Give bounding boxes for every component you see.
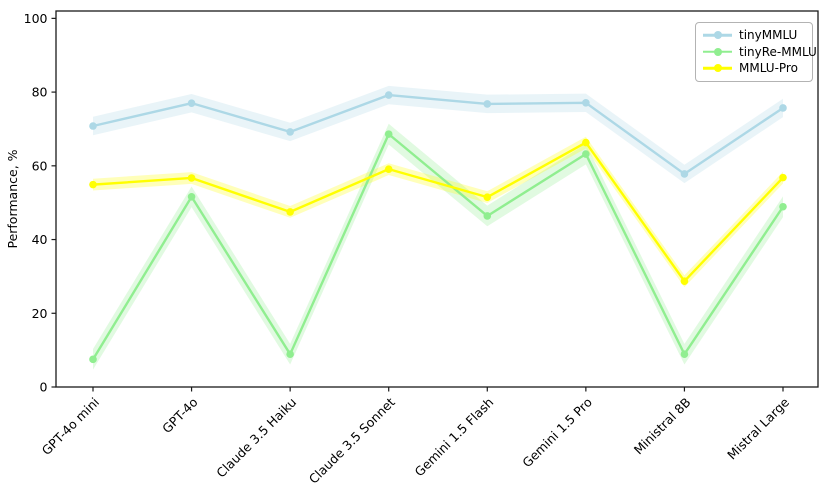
- x-tick-label: Mistral Large: [724, 394, 792, 462]
- legend-label: tinyMMLU: [739, 28, 798, 43]
- x-tick-label: Gemini 1.5 Flash: [412, 395, 497, 480]
- data-point-marker: [582, 138, 590, 147]
- y-tick-label: 20: [32, 306, 48, 321]
- legend-line-marker-icon: [703, 29, 732, 41]
- x-tick-label: Ministral 8B: [631, 395, 694, 458]
- data-point-marker: [680, 350, 689, 358]
- series-line: [91, 141, 785, 283]
- data-point-marker: [187, 174, 196, 182]
- series-lines: [89, 91, 787, 364]
- y-tick-label: 60: [32, 158, 48, 173]
- data-point-marker: [286, 208, 294, 216]
- data-point-marker: [680, 277, 689, 286]
- plot-frame: [55, 10, 819, 388]
- data-point-marker: [483, 212, 492, 220]
- data-point-marker: [187, 99, 196, 107]
- x-tick-label: Claude 3.5 Haiku: [213, 395, 299, 481]
- series-band: [93, 85, 783, 184]
- data-point-marker: [384, 130, 393, 138]
- data-point-marker: [384, 91, 393, 99]
- data-point-marker: [89, 122, 97, 130]
- y-axis-ticks: 0 20 40 60 80 100: [24, 11, 56, 395]
- y-tick-label: 0: [40, 380, 48, 395]
- data-point-marker: [187, 192, 196, 201]
- x-axis-ticks: GPT-4o mini GPT-4o Claude 3.5 Haiku Claude …: [39, 387, 792, 487]
- y-tick-label: 100: [24, 11, 48, 26]
- series-line: [91, 93, 785, 176]
- legend-line-marker-icon: [703, 62, 732, 74]
- x-tick-label: Gemini 1.5 Pro: [519, 395, 595, 471]
- data-point-marker: [286, 128, 294, 136]
- x-tick-label: GPT-4o mini: [39, 395, 103, 459]
- legend: tinyMMLU tinyRe-MMLU MMLU-Pro: [695, 22, 817, 82]
- series-tinyre-mmlu: [89, 130, 787, 364]
- y-tick-label: 40: [32, 232, 48, 247]
- series-mmlu-pro: [89, 138, 787, 286]
- data-point-marker: [779, 104, 787, 112]
- series-band: [93, 136, 783, 288]
- x-tick-label: GPT-4o: [159, 395, 201, 437]
- data-point-marker: [89, 355, 97, 364]
- series-line: [91, 132, 785, 361]
- y-axis-label: Performance, %: [5, 149, 20, 248]
- legend-label: tinyRe-MMLU: [739, 44, 817, 59]
- data-point-marker: [483, 193, 492, 201]
- data-point-marker: [779, 202, 787, 211]
- confidence-bands: [93, 85, 783, 370]
- data-point-marker: [483, 100, 492, 108]
- data-point-marker: [286, 350, 294, 358]
- legend-entry-tinymmlu: tinyMMLU: [703, 27, 805, 44]
- data-point-marker: [582, 98, 590, 107]
- legend-entry-mmlu-pro: MMLU-Pro: [703, 60, 805, 77]
- data-point-marker: [779, 173, 787, 182]
- data-point-marker: [384, 165, 393, 173]
- legend-label: MMLU-Pro: [739, 61, 798, 76]
- legend-entry-tinyre-mmlu: tinyRe-MMLU: [703, 44, 817, 61]
- y-tick-label: 80: [32, 85, 48, 100]
- data-point-marker: [89, 180, 97, 189]
- legend-line-marker-icon: [703, 46, 732, 58]
- x-tick-label: Claude 3.5 Sonnet: [306, 394, 398, 486]
- series-band: [93, 123, 783, 370]
- series-tinymmlu: [89, 91, 787, 178]
- data-point-marker: [582, 150, 590, 158]
- data-point-marker: [680, 170, 689, 178]
